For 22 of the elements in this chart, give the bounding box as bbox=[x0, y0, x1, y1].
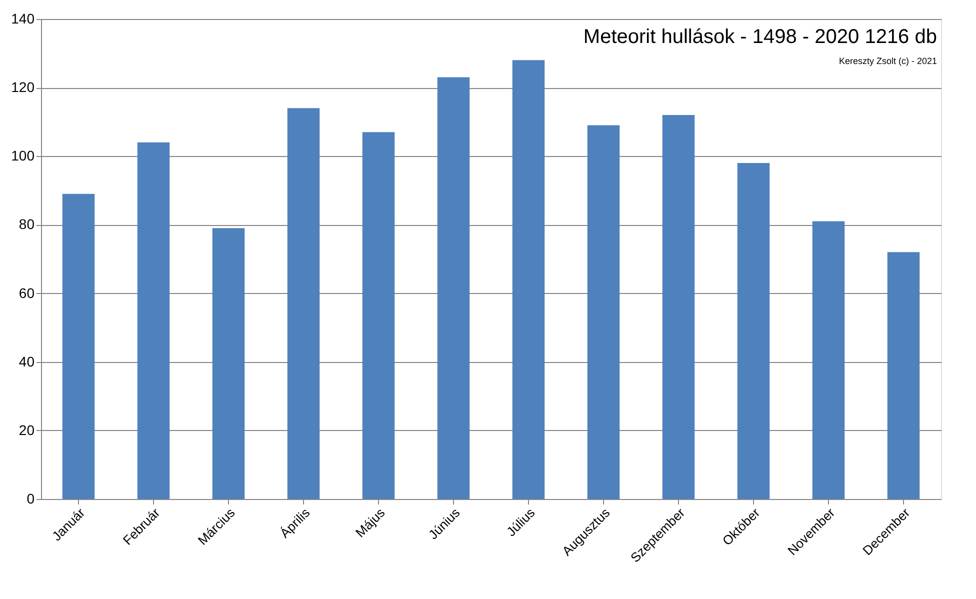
bar bbox=[887, 252, 920, 499]
bar bbox=[662, 115, 695, 499]
chart-title: Meteorit hullások - 1498 - 2020 1216 db bbox=[583, 26, 937, 48]
bar bbox=[62, 194, 95, 499]
y-tick-label: 40 bbox=[18, 353, 35, 370]
y-tick-label: 60 bbox=[18, 284, 35, 301]
y-tick-label: 20 bbox=[18, 422, 35, 438]
y-tick-label: 0 bbox=[26, 490, 35, 506]
annotation: Kereszty Zsolt (c) - 2021 bbox=[838, 56, 937, 66]
bar bbox=[362, 132, 395, 499]
y-tick-label: 120 bbox=[11, 79, 35, 96]
bar bbox=[137, 142, 170, 499]
bar bbox=[512, 60, 545, 499]
y-tick-label: 80 bbox=[18, 216, 35, 232]
bar bbox=[737, 163, 770, 499]
bar bbox=[212, 228, 245, 499]
bar bbox=[812, 221, 845, 499]
bar bbox=[437, 77, 470, 499]
bar bbox=[587, 125, 620, 499]
bar bbox=[287, 108, 320, 499]
y-tick-label: 100 bbox=[11, 148, 35, 164]
y-tick-label: 140 bbox=[11, 10, 35, 26]
